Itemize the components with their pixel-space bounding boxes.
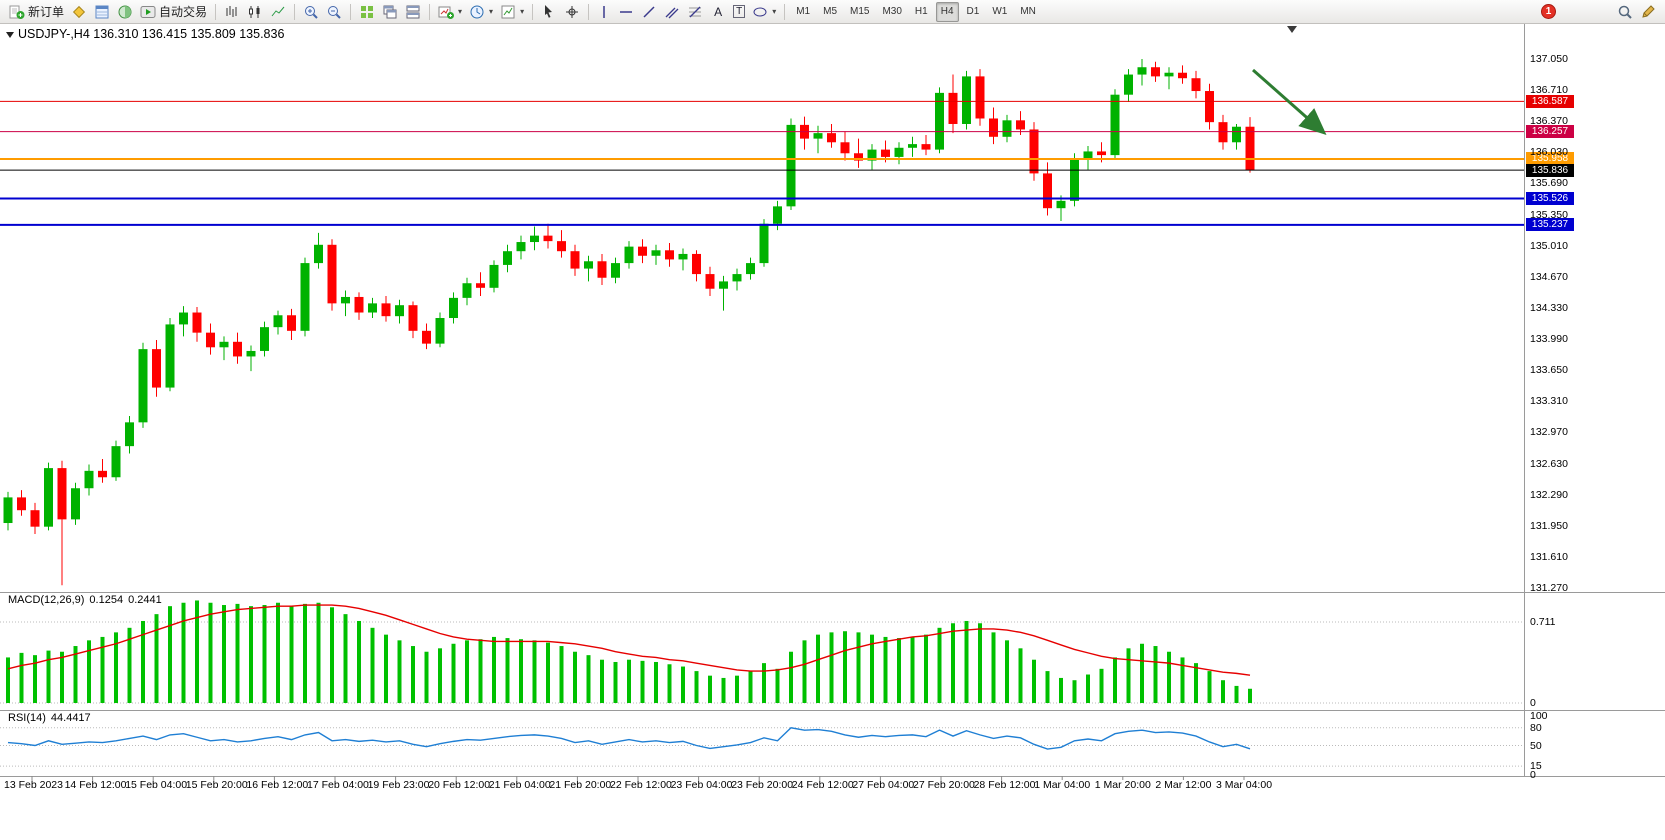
bar-chart-button[interactable] [221, 2, 243, 22]
channel-tool-button[interactable] [661, 2, 683, 22]
macd-indicator-label: MACD(12,26,9) 0.1254 0.2441 [8, 594, 167, 606]
crosshair-icon [566, 5, 579, 18]
toolbar-separator [215, 3, 217, 20]
timeframe-h4-button[interactable]: H4 [935, 1, 959, 22]
pencil-icon [1642, 4, 1655, 18]
tile-horizontal-icon [406, 5, 420, 18]
toolbar: 新订单 自动交易 [0, 0, 1665, 24]
toolbar-separator [294, 3, 296, 20]
rsi-line [7, 727, 1251, 750]
timeframe-m30-button[interactable]: M30 [882, 5, 902, 17]
new-order-button[interactable]: 新订单 [6, 2, 67, 22]
candle-chart-button[interactable] [244, 2, 266, 22]
chart-shift-marker[interactable] [1287, 26, 1297, 33]
zoom-in-icon [305, 5, 318, 19]
bar-chart-icon [226, 5, 237, 17]
candlesticks [3, 59, 1255, 586]
toolbar-separator [588, 3, 590, 20]
data-window-button[interactable] [91, 2, 113, 22]
templates-icon [501, 5, 515, 18]
rsi-value: 44.4417 [50, 712, 91, 724]
autotrading-button[interactable]: 自动交易 [137, 2, 210, 22]
label-tool-button[interactable]: T [730, 2, 748, 22]
timeframe-d1-button[interactable]: D1 [966, 5, 980, 17]
rsi-name: RSI(14) [8, 712, 46, 724]
crosshair-button[interactable] [561, 2, 583, 22]
shapes-icon [753, 7, 767, 16]
timeframe-m1-button[interactable]: M1 [796, 5, 811, 17]
tile-windows-button[interactable] [356, 2, 378, 22]
toolbar-separator [429, 3, 431, 20]
trendline-icon [643, 5, 655, 18]
navigator-icon [118, 5, 132, 18]
market-watch-icon [72, 5, 86, 18]
fibonacci-icon [689, 6, 702, 17]
timeframe-mn-button[interactable]: MN [1020, 5, 1036, 17]
channel-icon [665, 7, 679, 18]
shapes-caret[interactable]: ▾ [772, 7, 777, 16]
timeframe-w1-button[interactable]: W1 [992, 5, 1008, 17]
templates-button[interactable]: ▾ [497, 2, 527, 22]
macd-main-value: 0.1254 [89, 594, 124, 606]
autotrading-icon [140, 5, 156, 18]
search-button[interactable] [1614, 2, 1636, 22]
profiles-button[interactable]: ▾ [466, 2, 496, 22]
cascade-windows-icon [383, 5, 397, 18]
horizontal-line-icon [620, 10, 633, 13]
new-order-icon [9, 5, 25, 19]
timeframe-m15-button[interactable]: M15 [850, 5, 870, 17]
market-watch-button[interactable] [68, 2, 90, 22]
new-chart-caret[interactable]: ▾ [458, 7, 463, 16]
tile-windows-icon [361, 5, 374, 18]
edit-button[interactable] [1637, 2, 1659, 22]
timeframe-m5-button[interactable]: M5 [823, 5, 838, 17]
zoom-out-button[interactable] [323, 2, 345, 22]
timeframe-h1-button[interactable]: H1 [914, 5, 928, 17]
profiles-caret[interactable]: ▾ [489, 7, 494, 16]
zoom-out-icon [328, 5, 341, 19]
toolbar-separator [784, 3, 786, 20]
rsi-indicator-label: RSI(14) 44.4417 [8, 712, 96, 724]
candle-chart-icon [249, 5, 260, 18]
autotrading-label: 自动交易 [159, 5, 208, 19]
navigator-button[interactable] [114, 2, 136, 22]
new-chart-icon [438, 6, 455, 19]
cascade-windows-button[interactable] [379, 2, 401, 22]
text-tool-button[interactable]: A [707, 2, 729, 22]
search-icon [1618, 5, 1632, 19]
vertical-line-icon [603, 5, 605, 18]
shapes-tool-button[interactable]: ▾ [749, 2, 779, 22]
zoom-in-button[interactable] [300, 2, 322, 22]
text-tool-icon: A [714, 4, 723, 19]
profiles-clock-icon [470, 5, 484, 18]
new-order-label: 新订单 [28, 5, 65, 19]
data-window-icon [95, 5, 109, 18]
macd-signal-line [7, 604, 1251, 676]
notification-badge[interactable]: 1 [1541, 4, 1556, 19]
horizontal-line-tool-button[interactable] [615, 2, 637, 22]
tile-horizontal-button[interactable] [402, 2, 424, 22]
toolbar-separator [532, 3, 534, 20]
toolbar-separator [350, 3, 352, 20]
new-chart-button[interactable]: ▾ [435, 2, 465, 22]
trendline-tool-button[interactable] [638, 2, 660, 22]
label-tool-icon: T [733, 5, 746, 18]
macd-name: MACD(12,26,9) [8, 594, 85, 606]
one-click-trading-toggle[interactable] [6, 32, 14, 38]
macd-signal-value: 0.2441 [128, 594, 162, 606]
panel-separators [0, 24, 1665, 777]
chart-title: USDJPY-,H4 136.310 136.415 135.809 135.8… [18, 27, 285, 41]
cursor-icon [545, 4, 553, 18]
trend-arrow[interactable] [1252, 68, 1327, 135]
templates-caret[interactable]: ▾ [520, 7, 525, 16]
vertical-line-tool-button[interactable] [594, 2, 614, 22]
fibonacci-tool-button[interactable] [684, 2, 706, 22]
cursor-button[interactable] [538, 2, 560, 22]
macd-histogram [6, 600, 1252, 703]
line-chart-button[interactable] [267, 2, 289, 22]
line-chart-icon [271, 6, 285, 16]
